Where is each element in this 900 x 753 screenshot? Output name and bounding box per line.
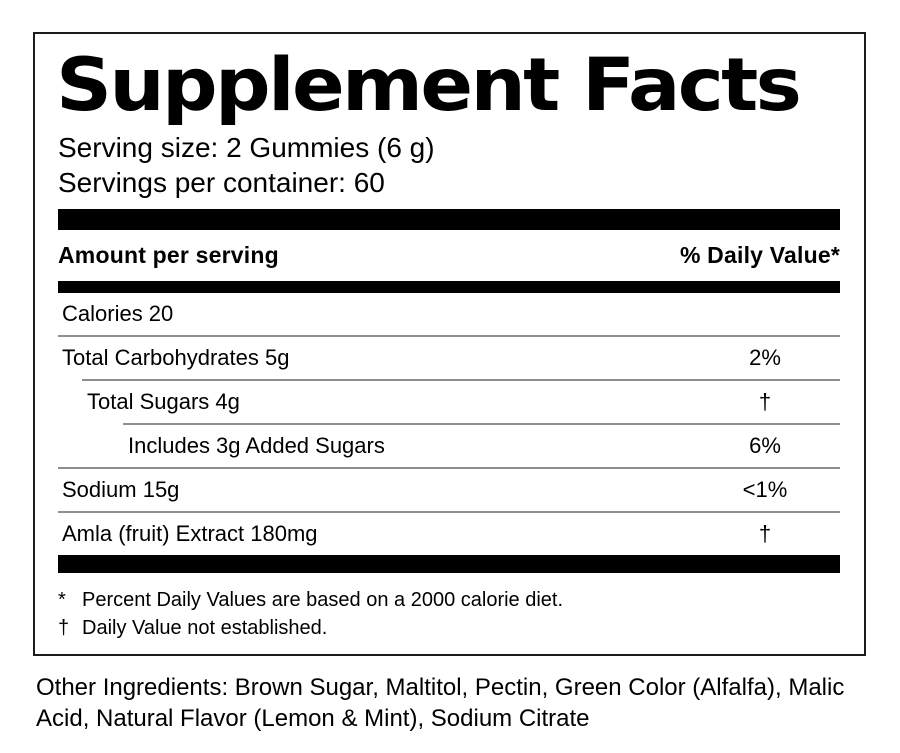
- nutrient-row: Sodium 15g <1%: [58, 469, 840, 511]
- nutrient-row: Calories 20: [58, 293, 840, 335]
- footnote-daily-values: * Percent Daily Values are based on a 20…: [58, 586, 840, 614]
- separator-bar-top: [58, 209, 840, 230]
- nutrient-row: Total Carbohydrates 5g 2%: [58, 337, 840, 379]
- nutrient-rows: Calories 20 Total Carbohydrates 5g 2% To…: [58, 293, 840, 555]
- nutrient-name: Calories 20: [62, 301, 174, 326]
- column-header-row: Amount per serving % Daily Value*: [58, 230, 840, 281]
- nutrient-value: †: [758, 389, 772, 414]
- dagger-symbol: †: [58, 617, 70, 639]
- nutrient-name: Total Carbohydrates 5g: [62, 345, 290, 370]
- serving-size-line: Serving size: 2 Gummies (6 g): [58, 132, 435, 163]
- asterisk-symbol: *: [58, 589, 66, 611]
- nutrient-row: Amla (fruit) Extract 180mg †: [58, 513, 840, 555]
- nutrient-name: Sodium 15g: [62, 477, 180, 502]
- divider-line: [82, 379, 840, 381]
- divider-line: [123, 423, 840, 425]
- amount-per-serving-header: Amount per serving: [58, 242, 279, 268]
- nutrient-row: Total Sugars 4g †: [58, 381, 840, 423]
- separator-bar-bottom: [58, 555, 840, 573]
- nutrient-value: 6%: [749, 433, 781, 458]
- footnote-not-established: † Daily Value not established.: [58, 614, 840, 642]
- panel-title: Supplement Facts: [56, 43, 802, 128]
- footnote-text: Daily Value not established.: [82, 617, 328, 639]
- nutrient-name: Total Sugars 4g: [87, 389, 240, 414]
- nutrient-value: 2%: [749, 345, 781, 370]
- footnotes: * Percent Daily Values are based on a 20…: [58, 573, 840, 642]
- divider-line: [58, 467, 840, 469]
- nutrient-row: Includes 3g Added Sugars 6%: [58, 425, 840, 467]
- footnote-text: Percent Daily Values are based on a 2000…: [82, 589, 564, 611]
- divider-line: [58, 511, 840, 513]
- other-ingredients-text: Other Ingredients: Brown Sugar, Maltitol…: [36, 674, 845, 732]
- daily-value-header: % Daily Value*: [679, 242, 840, 268]
- nutrient-name: Includes 3g Added Sugars: [128, 433, 385, 458]
- supplement-facts-panel: Supplement Facts Serving size: 2 Gummies…: [33, 32, 866, 656]
- divider-line: [58, 335, 840, 337]
- servings-per-container-line: Servings per container: 60: [58, 167, 385, 198]
- nutrient-name: Amla (fruit) Extract 180mg: [62, 521, 318, 546]
- nutrient-value: †: [758, 521, 772, 546]
- nutrient-value: <1%: [742, 477, 788, 502]
- separator-bar-header: [58, 281, 840, 293]
